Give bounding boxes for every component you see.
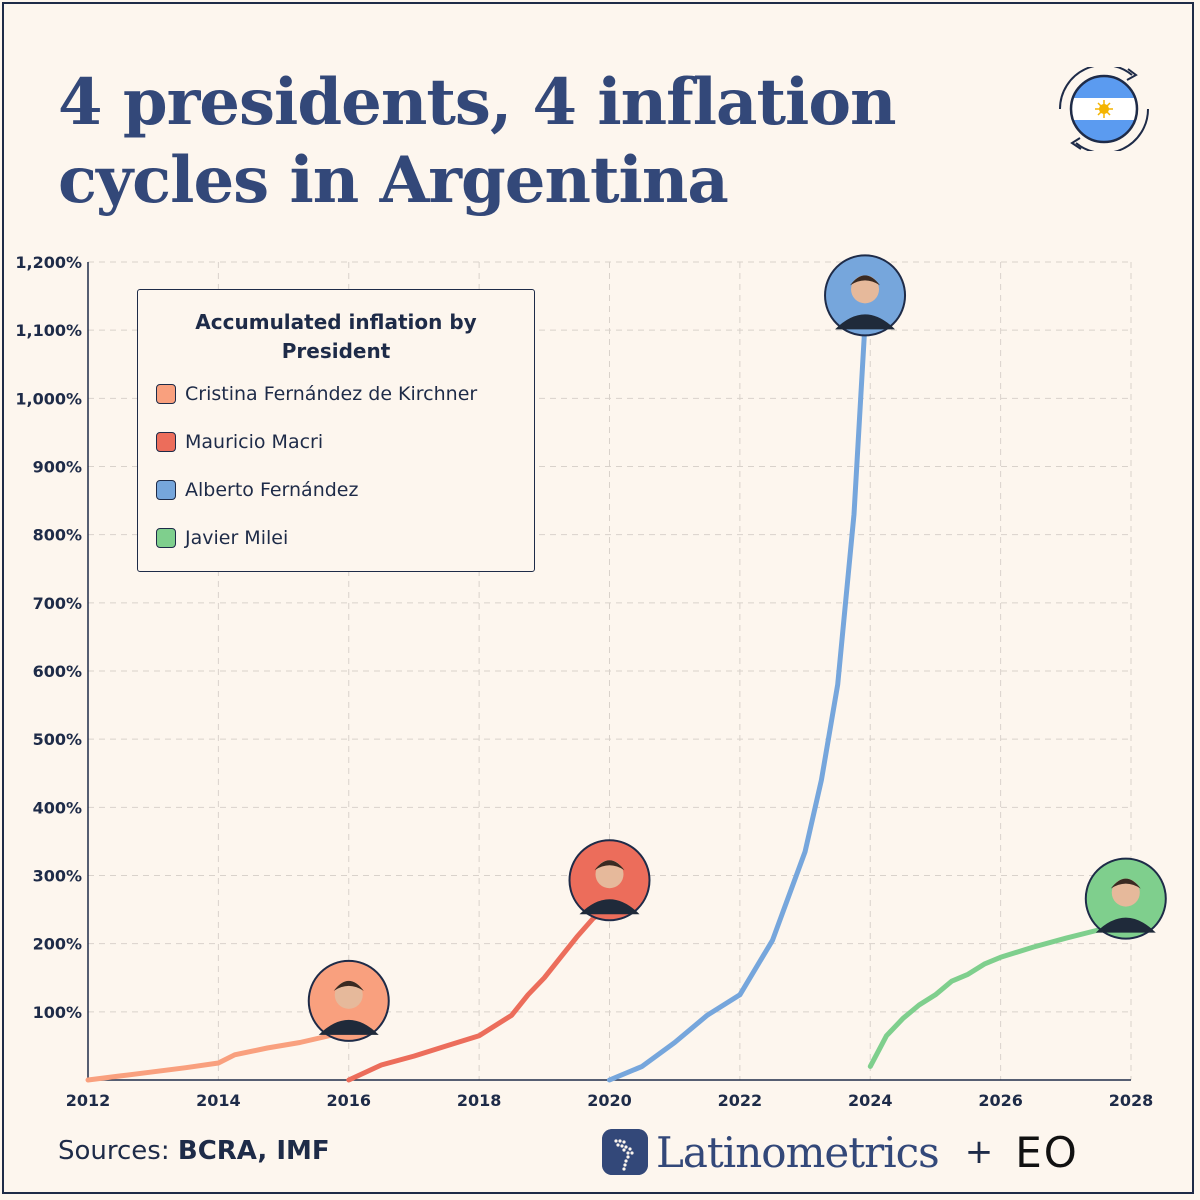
x-tick-label: 2016 <box>326 1091 371 1110</box>
title-line-1: 4 presidents, 4 inflation <box>58 65 897 140</box>
brand-name: Latinometrics <box>656 1127 940 1177</box>
x-tick-label: 2018 <box>457 1091 502 1110</box>
series-line-3 <box>867 924 1129 1069</box>
brand-footer: Latinometrics + EO <box>602 1124 1079 1180</box>
y-tick-label: 700% <box>33 594 82 613</box>
portrait-hair <box>333 980 364 991</box>
series-line-0 <box>85 1026 352 1083</box>
legend-label-kirchner: Cristina Fernández de Kirchner <box>185 383 478 405</box>
argentina-flag-icon <box>1058 67 1150 151</box>
portrait-hair <box>850 275 881 286</box>
legend-swatch-milei <box>156 528 176 548</box>
portrait-shoulders <box>318 1019 379 1035</box>
portraits <box>307 254 1167 1042</box>
y-tick-label: 400% <box>33 798 82 817</box>
legend-item-milei: Javier Milei <box>156 526 288 550</box>
sources-prefix: Sources: <box>58 1136 170 1166</box>
x-tick-label: 2022 <box>718 1091 763 1110</box>
y-tick-label: 500% <box>33 730 82 749</box>
javier-milei-portrait-icon <box>1084 857 1167 940</box>
legend-swatch-kirchner <box>156 384 176 404</box>
alberto-fernandez-portrait-icon <box>824 254 907 337</box>
page-title: 4 presidents, 4 inflation cycles in Arge… <box>58 64 958 220</box>
y-tick-label: 1,000% <box>15 389 82 408</box>
portrait-face <box>851 275 880 304</box>
legend-swatch-macri <box>156 432 176 452</box>
y-tick-label: 300% <box>33 867 82 886</box>
legend-label-milei: Javier Milei <box>185 527 289 549</box>
legend-title-line-2: President <box>281 339 391 363</box>
legend-item-macri: Mauricio Macri <box>156 430 323 454</box>
y-tick-label: 100% <box>33 1003 82 1022</box>
y-tick-label: 900% <box>33 458 82 477</box>
latinometrics-map-icon <box>602 1129 648 1175</box>
legend-title: Accumulated inflation by President <box>138 308 534 366</box>
x-tick-label: 2014 <box>196 1091 241 1110</box>
y-tick-label: 1,100% <box>15 321 82 340</box>
legend-label-fernandez: Alberto Fernández <box>185 479 359 501</box>
y-tick-label: 1,200% <box>15 253 82 272</box>
x-tick-label: 2020 <box>587 1091 632 1110</box>
y-tick-label: 800% <box>33 526 82 545</box>
partner-logo: EO <box>1015 1127 1079 1177</box>
chart-legend: Accumulated inflation by President Crist… <box>137 289 535 572</box>
y-tick-label: 200% <box>33 935 82 954</box>
portrait-face <box>334 980 363 1009</box>
legend-item-kirchner: Cristina Fernández de Kirchner <box>156 382 477 406</box>
portrait-shoulders <box>835 314 896 330</box>
series-line-1 <box>346 905 612 1083</box>
axes: 100% 200% 300% 400% 500% 600% 700% 800% 900% 1,00… <box>15 253 1153 1110</box>
title-line-2: cycles in Argentina <box>58 143 729 218</box>
portrait-hair <box>1110 878 1141 889</box>
portrait-shoulders <box>1095 917 1156 933</box>
x-tick-label: 2028 <box>1109 1091 1154 1110</box>
series-line-2 <box>607 320 868 1083</box>
x-tick-label: 2012 <box>66 1091 111 1110</box>
x-tick-label: 2026 <box>978 1091 1023 1110</box>
y-tick-label: 600% <box>33 662 82 681</box>
cristina-kirchner-portrait-icon <box>307 959 390 1042</box>
sources-names: BCRA, IMF <box>177 1136 330 1166</box>
series-lines <box>85 320 1129 1083</box>
portrait-hair <box>594 860 625 871</box>
legend-label-macri: Mauricio Macri <box>185 431 324 453</box>
portrait-face <box>595 860 624 889</box>
grid <box>88 261 1132 1080</box>
x-tick-label: 2024 <box>848 1091 893 1110</box>
portrait-face <box>1111 878 1140 907</box>
legend-title-line-1: Accumulated inflation by <box>195 310 477 334</box>
mauricio-macri-portrait-icon <box>568 839 651 922</box>
brand-plus: + <box>964 1132 994 1172</box>
portrait-shoulders <box>579 899 640 915</box>
legend-item-fernandez: Alberto Fernández <box>156 478 358 502</box>
sources-note: Sources: BCRA, IMF <box>58 1136 330 1166</box>
legend-swatch-fernandez <box>156 480 176 500</box>
